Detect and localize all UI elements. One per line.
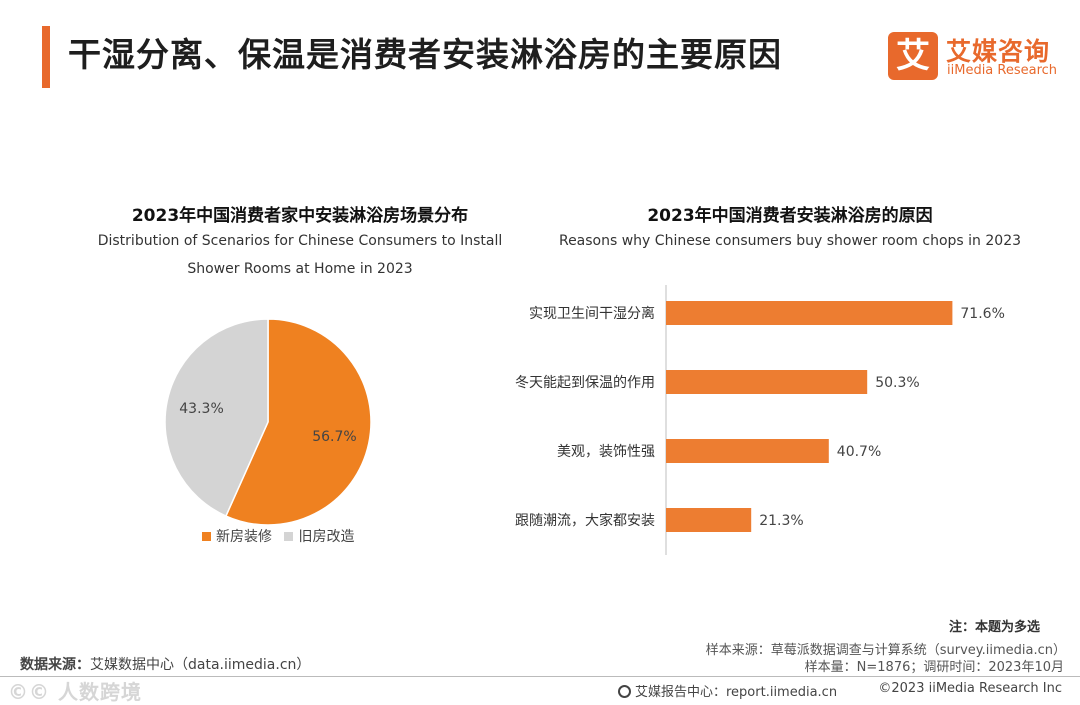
sample-size: 样本量：N=1876；调研时间：2023年10月 bbox=[804, 660, 1064, 675]
pie-slice-old bbox=[164, 318, 269, 517]
bar-chart: 实现卫生间干湿分离 71.6% 冬天能起到保温的作用 50.3% 美观，装饰性强 40.7… bbox=[515, 285, 1005, 555]
bar-category-label-4: 跟随潮流，大家都安装 bbox=[515, 512, 655, 529]
pie-chart-title: 2023年中国消费者家中安装淋浴房场景分布 bbox=[131, 206, 469, 226]
pie-chart-subtitle: Distribution of Scenarios for Chinese Co… bbox=[60, 227, 540, 283]
footer-divider bbox=[0, 676, 1080, 677]
pie-label-new: 56.7% bbox=[312, 429, 356, 445]
pie-chart-subtitle-line1: Distribution of Scenarios for Chinese Co… bbox=[97, 233, 503, 249]
pie-legend: 新房装修 旧房改造 bbox=[202, 526, 362, 546]
bar-value-label-2: 50.3% bbox=[875, 375, 919, 391]
bar-4 bbox=[666, 508, 752, 532]
bar-3 bbox=[666, 439, 829, 463]
legend-item-new: 新房装修 bbox=[202, 529, 272, 545]
bar-value-label-1: 71.6% bbox=[960, 306, 1004, 322]
logo-text-cn: 艾媒咨询 bbox=[946, 37, 1051, 66]
logo-mark-icon: 艾 bbox=[888, 32, 938, 80]
legend-label-new: 新房装修 bbox=[216, 529, 272, 545]
bar-chart-title: 2023年中国消费者安装淋浴房的原因 bbox=[647, 206, 933, 226]
bar-2 bbox=[666, 370, 868, 394]
data-source-label: 数据来源： bbox=[20, 657, 90, 673]
legend-item-old: 旧房改造 bbox=[284, 529, 354, 545]
title-accent-bar bbox=[42, 26, 50, 88]
iimedia-logo: 艾 艾媒咨询 iiMedia Research bbox=[888, 32, 1068, 82]
bar-value-label-4: 21.3% bbox=[759, 513, 803, 529]
watermark: ©© 人数跨境 bbox=[8, 680, 142, 704]
bar-category-label-2: 冬天能起到保温的作用 bbox=[515, 375, 655, 391]
globe-icon bbox=[618, 685, 631, 698]
report-center-text: 艾媒报告中心：report.iimedia.cn bbox=[635, 685, 838, 700]
copyright: ©2023 iiMedia Research Inc bbox=[878, 681, 1062, 696]
legend-swatch-new bbox=[202, 531, 211, 541]
bar-category-label-1: 实现卫生间干湿分离 bbox=[529, 305, 655, 322]
pie-label-old: 43.3% bbox=[179, 401, 223, 417]
bar-category-label-3: 美观，装饰性强 bbox=[557, 444, 655, 460]
page-title: 干湿分离、保温是消费者安装淋浴房的主要原因 bbox=[68, 35, 782, 74]
legend-swatch-old bbox=[284, 531, 294, 541]
multi-choice-note: 注：本题为多选 bbox=[948, 620, 1040, 635]
bar-value-label-3: 40.7% bbox=[837, 444, 881, 460]
pie-slice-new bbox=[224, 318, 372, 526]
bar-1 bbox=[666, 301, 953, 325]
data-source-value: 艾媒数据中心（data.iimedia.cn） bbox=[90, 657, 311, 673]
logo-text-en: iiMedia Research bbox=[947, 63, 1058, 78]
bar-chart-subtitle: Reasons why Chinese consumers buy shower… bbox=[558, 233, 1022, 249]
pie-chart-subtitle-line2: Shower Rooms at Home in 2023 bbox=[187, 261, 413, 277]
sample-source: 样本来源：草莓派数据调查与计算系统（survey.iimedia.cn） bbox=[705, 643, 1066, 658]
report-center: 艾媒报告中心：report.iimedia.cn bbox=[618, 681, 837, 700]
legend-label-old: 旧房改造 bbox=[298, 529, 355, 545]
data-source: 数据来源：艾媒数据中心（data.iimedia.cn） bbox=[20, 654, 310, 674]
pie-chart: 56.7% 43.3% bbox=[164, 318, 372, 526]
